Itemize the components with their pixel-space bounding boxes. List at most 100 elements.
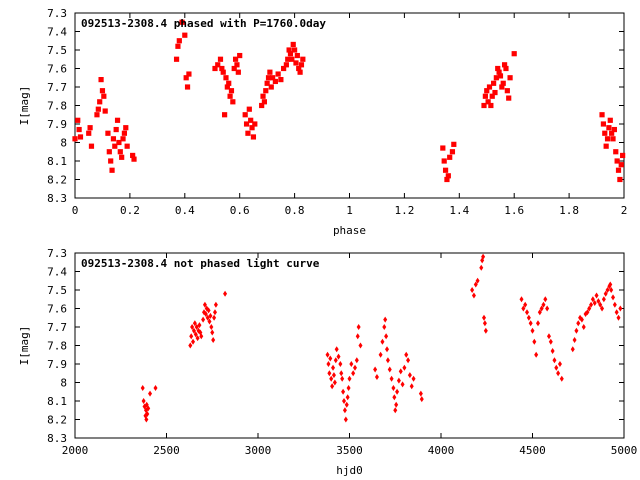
data-point [530, 327, 535, 334]
data-point [449, 149, 456, 155]
y-tick-label: 7.9 [47, 118, 67, 131]
data-point [192, 320, 197, 327]
data-point [470, 287, 475, 293]
data-point [404, 351, 409, 358]
data-point [294, 52, 300, 59]
data-point [121, 130, 128, 136]
data-point [242, 112, 248, 118]
data-point [212, 65, 218, 72]
data-point [503, 65, 509, 72]
data-point [600, 305, 605, 312]
data-point [393, 407, 398, 414]
data-point [380, 338, 385, 345]
data-point [356, 324, 361, 330]
data-point [599, 112, 605, 118]
data-point [497, 73, 504, 79]
y-tick-label: 7.5 [47, 44, 67, 57]
data-point [106, 149, 112, 155]
data-point [604, 136, 611, 142]
data-point [141, 398, 146, 404]
data-point [246, 106, 252, 112]
y-axis-label: I[mag] [18, 326, 31, 366]
data-point [326, 361, 331, 367]
plot-title: 092513-2308.4 not phased light curve [81, 257, 320, 270]
data-point [342, 407, 347, 414]
data-point [265, 75, 272, 81]
x-tick-label: 4000 [428, 444, 455, 457]
data-point [215, 62, 221, 68]
data-point [249, 125, 255, 131]
y-tick-label: 7.7 [47, 81, 67, 94]
data-point [227, 93, 233, 99]
data-point [210, 329, 215, 336]
data-point [358, 342, 363, 349]
data-point [411, 375, 416, 382]
y-tick-label: 8.1 [47, 395, 67, 408]
data-point [336, 353, 341, 360]
x-tick-label: 0.2 [120, 204, 140, 217]
y-tick-label: 8 [60, 377, 67, 390]
data-point [77, 134, 84, 140]
data-point [331, 372, 336, 379]
data-point [222, 112, 228, 118]
data-point [394, 401, 399, 408]
data-point [392, 394, 397, 401]
data-point [140, 385, 145, 392]
data-point [173, 56, 180, 62]
x-tick-label: 0.8 [285, 204, 305, 217]
data-point [615, 167, 622, 173]
data-point [521, 305, 526, 312]
data-point [338, 361, 343, 367]
data-point [550, 348, 555, 355]
data-point [496, 69, 502, 75]
data-point [611, 294, 616, 301]
data-point [259, 102, 265, 109]
data-point [444, 176, 450, 183]
data-point [507, 75, 513, 81]
x-axis-label: phase [333, 224, 366, 237]
data-point [290, 41, 296, 48]
x-tick-label: 1.8 [559, 204, 579, 217]
data-point [499, 84, 505, 90]
data-point [297, 69, 303, 75]
data-point [300, 56, 306, 62]
data-point [489, 93, 495, 99]
data-point [610, 136, 616, 142]
data-point [481, 253, 486, 260]
data-point [581, 324, 586, 330]
data-point [418, 390, 423, 397]
data-point [289, 56, 295, 62]
data-point [86, 130, 92, 136]
data-point [391, 385, 396, 392]
data-point [601, 296, 606, 303]
data-point [283, 62, 289, 68]
data-point [325, 351, 330, 358]
data-point [346, 385, 351, 392]
data-point [539, 305, 544, 312]
data-point [612, 301, 617, 308]
data-point [587, 305, 592, 312]
data-point [354, 357, 359, 364]
data-point [528, 320, 533, 327]
data-point [574, 327, 579, 334]
data-point [543, 296, 548, 303]
data-point [333, 357, 338, 364]
data-point [72, 136, 78, 142]
x-tick-label: 3000 [245, 444, 272, 457]
data-point [534, 351, 539, 358]
data-point [278, 77, 284, 83]
y-tick-label: 7.6 [47, 63, 67, 76]
data-point [332, 379, 337, 386]
data-point [500, 80, 506, 86]
data-point [535, 320, 540, 327]
data-point [108, 158, 114, 164]
data-point [248, 117, 254, 123]
data-point [407, 372, 412, 379]
data-point [440, 145, 446, 151]
data-point [523, 301, 528, 308]
data-point [207, 318, 212, 325]
x-tick-label: 1.2 [394, 204, 414, 217]
data-point [109, 167, 115, 173]
data-point [148, 390, 153, 397]
